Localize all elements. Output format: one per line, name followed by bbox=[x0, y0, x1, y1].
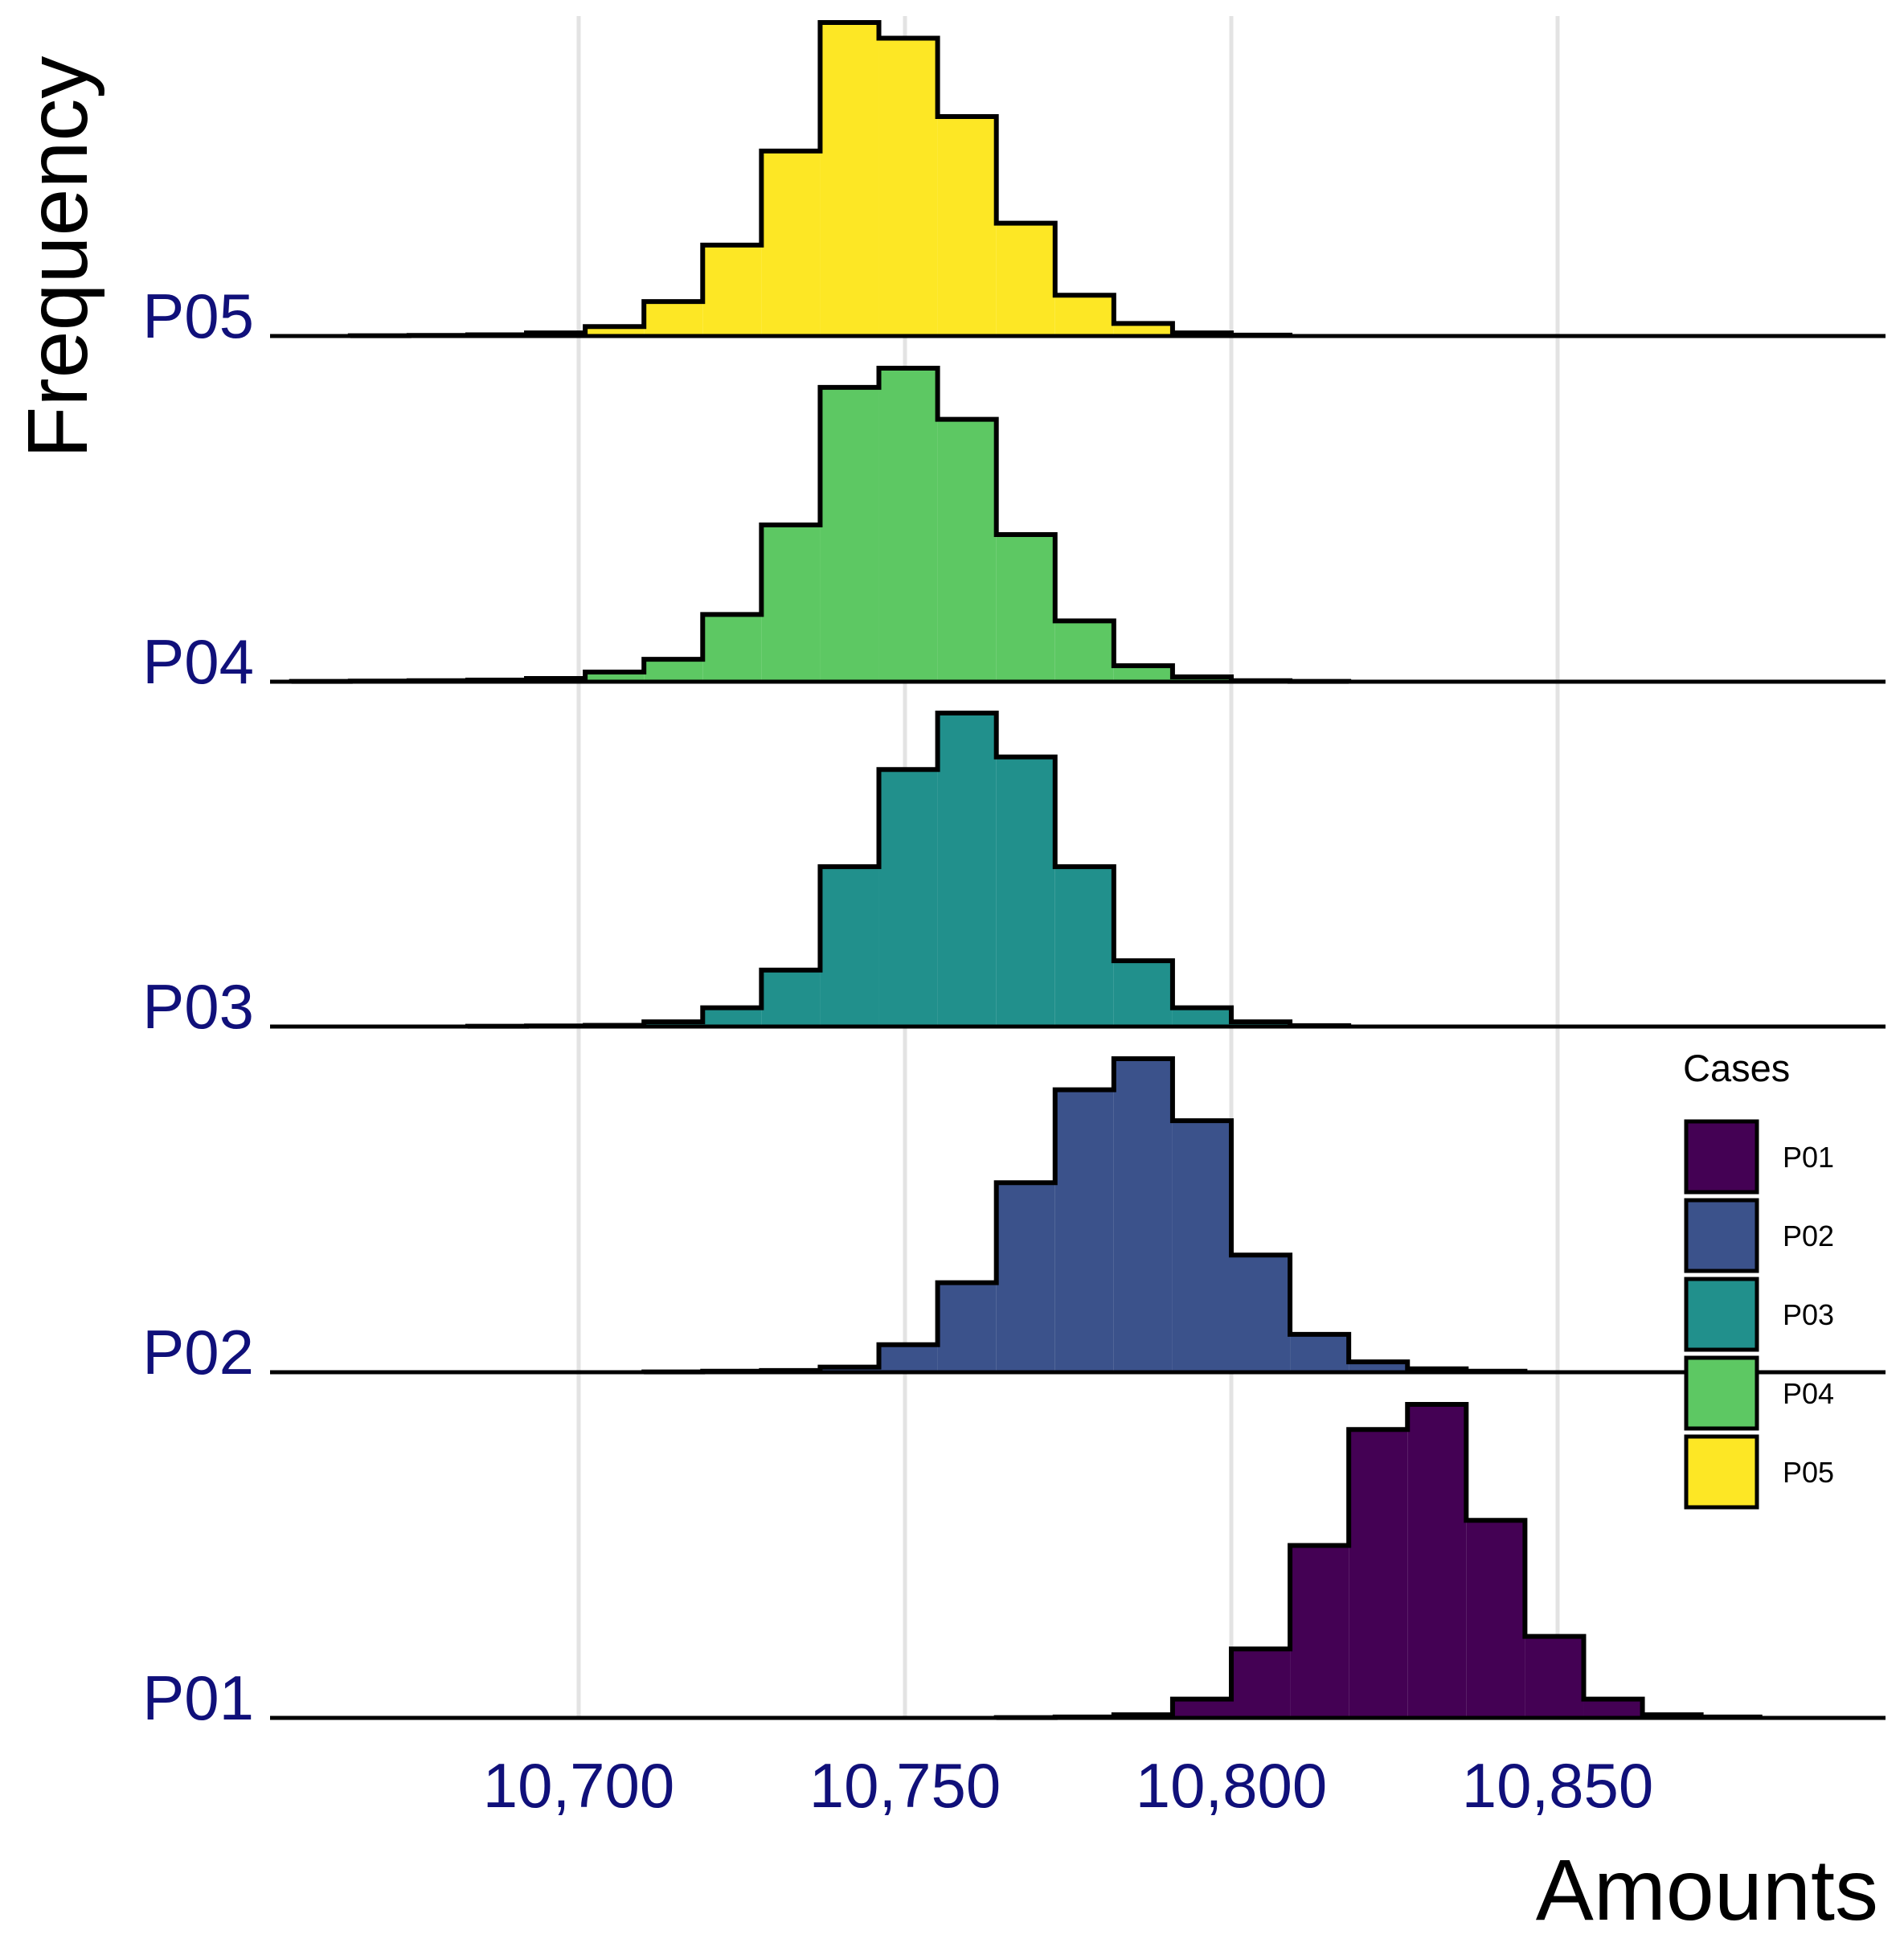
y-tick-label-P01: P01 bbox=[142, 1662, 254, 1733]
bar-P01-3 bbox=[1172, 1699, 1231, 1718]
legend-swatch-P02 bbox=[1684, 1198, 1759, 1273]
series-P03 bbox=[465, 711, 1352, 1029]
bar-P01-5 bbox=[1290, 1545, 1349, 1718]
legend-swatch-P05 bbox=[1684, 1434, 1759, 1510]
bar-P01-4 bbox=[1231, 1649, 1291, 1718]
bar-P04-13 bbox=[1054, 621, 1114, 682]
bar-P05-5 bbox=[644, 301, 703, 336]
bar-P01-8 bbox=[1466, 1520, 1525, 1718]
series-P05 bbox=[347, 20, 1293, 338]
legend-label-P03: P03 bbox=[1783, 1298, 1834, 1331]
y-tick-label-P03: P03 bbox=[142, 971, 254, 1042]
x-axis-ticks: 10,700 10,750 10,800 10,850 bbox=[483, 1750, 1654, 1821]
bar-P05-13 bbox=[1113, 323, 1173, 336]
bar-P02-3 bbox=[820, 1367, 879, 1372]
series-P04 bbox=[289, 366, 1352, 684]
bar-P05-4 bbox=[585, 326, 645, 336]
bar-P05-12 bbox=[1054, 295, 1114, 336]
x-tick-label-0: 10,700 bbox=[483, 1750, 675, 1821]
y-tick-label-P05: P05 bbox=[142, 281, 254, 351]
histogram-series bbox=[289, 20, 1763, 1720]
x-tick-label-1: 10,750 bbox=[809, 1750, 1001, 1821]
legend-swatch-P01 bbox=[1684, 1119, 1759, 1195]
bar-P04-11 bbox=[937, 419, 997, 682]
bar-P01-6 bbox=[1349, 1429, 1408, 1718]
bar-P05-6 bbox=[702, 244, 762, 336]
bar-P03-12 bbox=[1172, 1007, 1231, 1027]
bar-P04-14 bbox=[1113, 666, 1173, 682]
category-baselines bbox=[288, 334, 1886, 1720]
bar-P04-8 bbox=[761, 525, 821, 682]
x-tick-label-2: 10,800 bbox=[1136, 1750, 1328, 1821]
bar-P04-10 bbox=[878, 368, 938, 682]
bar-P02-6 bbox=[996, 1183, 1055, 1372]
bar-P05-9 bbox=[878, 38, 938, 336]
bar-P05-7 bbox=[761, 150, 821, 336]
outline-P01 bbox=[993, 1402, 1763, 1720]
bar-P02-11 bbox=[1290, 1334, 1349, 1372]
x-tick-label-3: 10,850 bbox=[1462, 1750, 1654, 1821]
bar-P02-9 bbox=[1172, 1121, 1231, 1372]
legend-swatch-P03 bbox=[1684, 1277, 1759, 1352]
bar-P05-10 bbox=[937, 117, 997, 336]
bar-P03-11 bbox=[1113, 961, 1173, 1027]
bar-P03-7 bbox=[878, 769, 938, 1027]
y-tick-label-P02: P02 bbox=[142, 1317, 254, 1387]
bar-P05-11 bbox=[996, 223, 1055, 336]
bar-P03-8 bbox=[937, 713, 997, 1027]
y-axis-ticks: P05 P04 P03 P02 P01 bbox=[142, 281, 288, 1733]
bar-P04-6 bbox=[644, 659, 703, 682]
legend-label-P04: P04 bbox=[1783, 1377, 1834, 1410]
bar-P04-7 bbox=[702, 614, 762, 682]
legend-swatch-P04 bbox=[1684, 1355, 1759, 1431]
y-axis-title: Frequency bbox=[10, 56, 105, 459]
y-tick-label-P04: P04 bbox=[142, 626, 254, 697]
bar-P04-9 bbox=[820, 387, 879, 682]
bar-P03-5 bbox=[761, 969, 821, 1027]
legend: Cases P01 P02 P03 P04 P05 bbox=[1683, 1047, 1834, 1510]
legend-label-P05: P05 bbox=[1783, 1456, 1834, 1489]
bar-P02-5 bbox=[937, 1282, 997, 1372]
legend-title: Cases bbox=[1683, 1047, 1790, 1089]
bar-P03-4 bbox=[702, 1007, 762, 1027]
bar-P02-4 bbox=[878, 1344, 938, 1372]
series-P01 bbox=[993, 1402, 1763, 1720]
bar-P02-10 bbox=[1231, 1255, 1291, 1372]
bar-P01-9 bbox=[1525, 1636, 1584, 1718]
legend-label-P01: P01 bbox=[1783, 1141, 1834, 1174]
bar-P02-12 bbox=[1349, 1362, 1408, 1372]
series-P02 bbox=[641, 1056, 1528, 1375]
bar-P01-7 bbox=[1407, 1404, 1467, 1718]
bar-P05-8 bbox=[820, 23, 879, 336]
bar-P02-8 bbox=[1113, 1059, 1173, 1372]
bar-P01-10 bbox=[1583, 1699, 1643, 1718]
legend-label-P02: P02 bbox=[1783, 1219, 1834, 1252]
bar-P03-10 bbox=[1054, 867, 1114, 1027]
bar-P04-5 bbox=[585, 672, 645, 682]
x-axis-title: Amounts bbox=[1536, 1841, 1878, 1938]
bar-P04-12 bbox=[996, 534, 1055, 682]
bar-P02-7 bbox=[1054, 1089, 1114, 1372]
bar-P03-9 bbox=[996, 756, 1055, 1027]
bar-P03-6 bbox=[820, 867, 879, 1027]
